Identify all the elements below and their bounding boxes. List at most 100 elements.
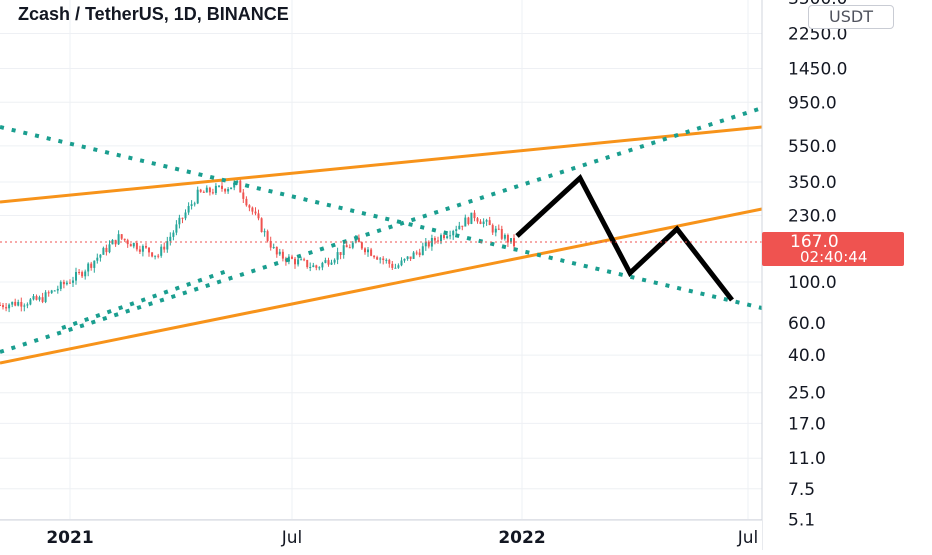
candle-body xyxy=(491,225,494,233)
candle-body xyxy=(427,241,430,247)
candle-body xyxy=(433,238,436,241)
upper-orange-trendline[interactable] xyxy=(0,125,763,204)
candle-body xyxy=(111,239,114,245)
price-axis-bg xyxy=(762,0,932,550)
candle-body xyxy=(78,272,81,273)
candle-body xyxy=(154,255,157,257)
candle-body xyxy=(102,247,105,255)
candle-body xyxy=(497,228,500,230)
candle-body xyxy=(245,198,248,206)
candle-body xyxy=(96,257,99,261)
candle-body xyxy=(47,292,50,294)
candle-body xyxy=(421,246,424,256)
last-price-tag: 167.0 02:40:44 xyxy=(762,232,904,266)
price-tick-label: 2250.0 xyxy=(788,25,847,45)
candle-body xyxy=(93,260,96,268)
candle-body xyxy=(193,203,196,205)
candle-body xyxy=(278,251,281,255)
candle-body xyxy=(373,255,376,258)
candle-body xyxy=(333,259,336,263)
candle-body xyxy=(199,189,202,192)
price-tick-label: 60.0 xyxy=(788,314,826,334)
candle-body xyxy=(476,218,479,222)
candle-body xyxy=(263,231,266,233)
candle-body xyxy=(75,272,77,281)
candle-body xyxy=(126,240,129,245)
time-tick-label: 2022 xyxy=(498,528,545,548)
price-tick-label: 17.0 xyxy=(788,414,826,434)
candle-body xyxy=(367,249,369,253)
price-tick-label: 100.0 xyxy=(788,273,837,293)
candle-body xyxy=(315,265,318,268)
candle-body xyxy=(242,192,245,199)
candle-body xyxy=(59,281,62,289)
candle-body xyxy=(348,247,351,249)
candle-body xyxy=(251,207,254,212)
time-tick-label: 2021 xyxy=(46,528,93,548)
candle-body xyxy=(379,258,382,260)
candle-body xyxy=(376,257,379,260)
candle-body xyxy=(2,305,4,308)
dotted-lower-ascending-line[interactable] xyxy=(61,268,231,330)
candle-body xyxy=(196,189,199,204)
candle-body xyxy=(272,247,275,248)
bar-countdown: 02:40:44 xyxy=(800,248,867,266)
candle-body xyxy=(11,301,14,305)
time-tick-label: Jul xyxy=(737,528,759,548)
candle-body xyxy=(135,243,138,250)
price-tick-label: 25.0 xyxy=(788,384,826,404)
dotted-ascending-line[interactable] xyxy=(0,106,763,354)
candle-body xyxy=(35,296,38,300)
candle-body xyxy=(53,290,56,292)
candle-body xyxy=(62,281,65,285)
price-axis[interactable]: 3500.0 2250.0 1450.0 950.0 550.0 350.0 230.0 10… xyxy=(788,0,847,531)
candle-body xyxy=(8,304,11,309)
candle-body xyxy=(56,288,59,291)
price-tick-label: 230.0 xyxy=(788,207,837,227)
candle-body xyxy=(360,242,363,249)
candle-body xyxy=(257,213,260,219)
price-tick-label: 11.0 xyxy=(788,449,826,469)
candle-body xyxy=(175,224,178,233)
candle-body xyxy=(336,252,339,260)
candle-body xyxy=(208,187,211,193)
chart-title: Zcash / TetherUS, 1D, BINANCE xyxy=(18,4,289,24)
candle-body xyxy=(32,296,35,300)
candle-body xyxy=(227,189,230,192)
candle-body xyxy=(38,297,41,300)
candle-body xyxy=(41,297,44,302)
candle-body xyxy=(20,302,23,307)
candle-body xyxy=(169,236,172,242)
candle-body xyxy=(443,235,445,239)
candle-body xyxy=(312,265,315,267)
candle-body xyxy=(141,246,144,252)
quote-unit-button[interactable]: USDT xyxy=(808,5,894,29)
candle-body xyxy=(351,242,354,248)
candle-body xyxy=(488,220,491,225)
candle-body xyxy=(120,234,123,239)
candle-body xyxy=(354,237,357,243)
candle-body xyxy=(178,217,181,225)
candles xyxy=(0,178,515,313)
lower-orange-trendline[interactable] xyxy=(0,207,763,365)
candle-body xyxy=(117,234,120,245)
candle-body xyxy=(324,260,327,263)
candle-body xyxy=(406,256,409,259)
candle-body xyxy=(157,255,160,257)
projection-path[interactable] xyxy=(515,173,734,302)
candle-body xyxy=(357,237,360,243)
time-tick-label: Jul xyxy=(281,528,303,548)
dotted-descending-line[interactable] xyxy=(0,125,763,310)
candle-body xyxy=(345,245,348,248)
candle-body xyxy=(391,263,394,268)
grid xyxy=(0,0,762,520)
time-axis[interactable]: 2021 Jul 2022 Jul xyxy=(46,528,758,548)
candle-body xyxy=(275,247,278,255)
price-tick-label: 550.0 xyxy=(788,137,837,157)
candle-body xyxy=(202,191,205,193)
candle-body xyxy=(26,304,29,306)
price-tick-label: 40.0 xyxy=(788,346,826,366)
candle-body xyxy=(403,258,406,261)
